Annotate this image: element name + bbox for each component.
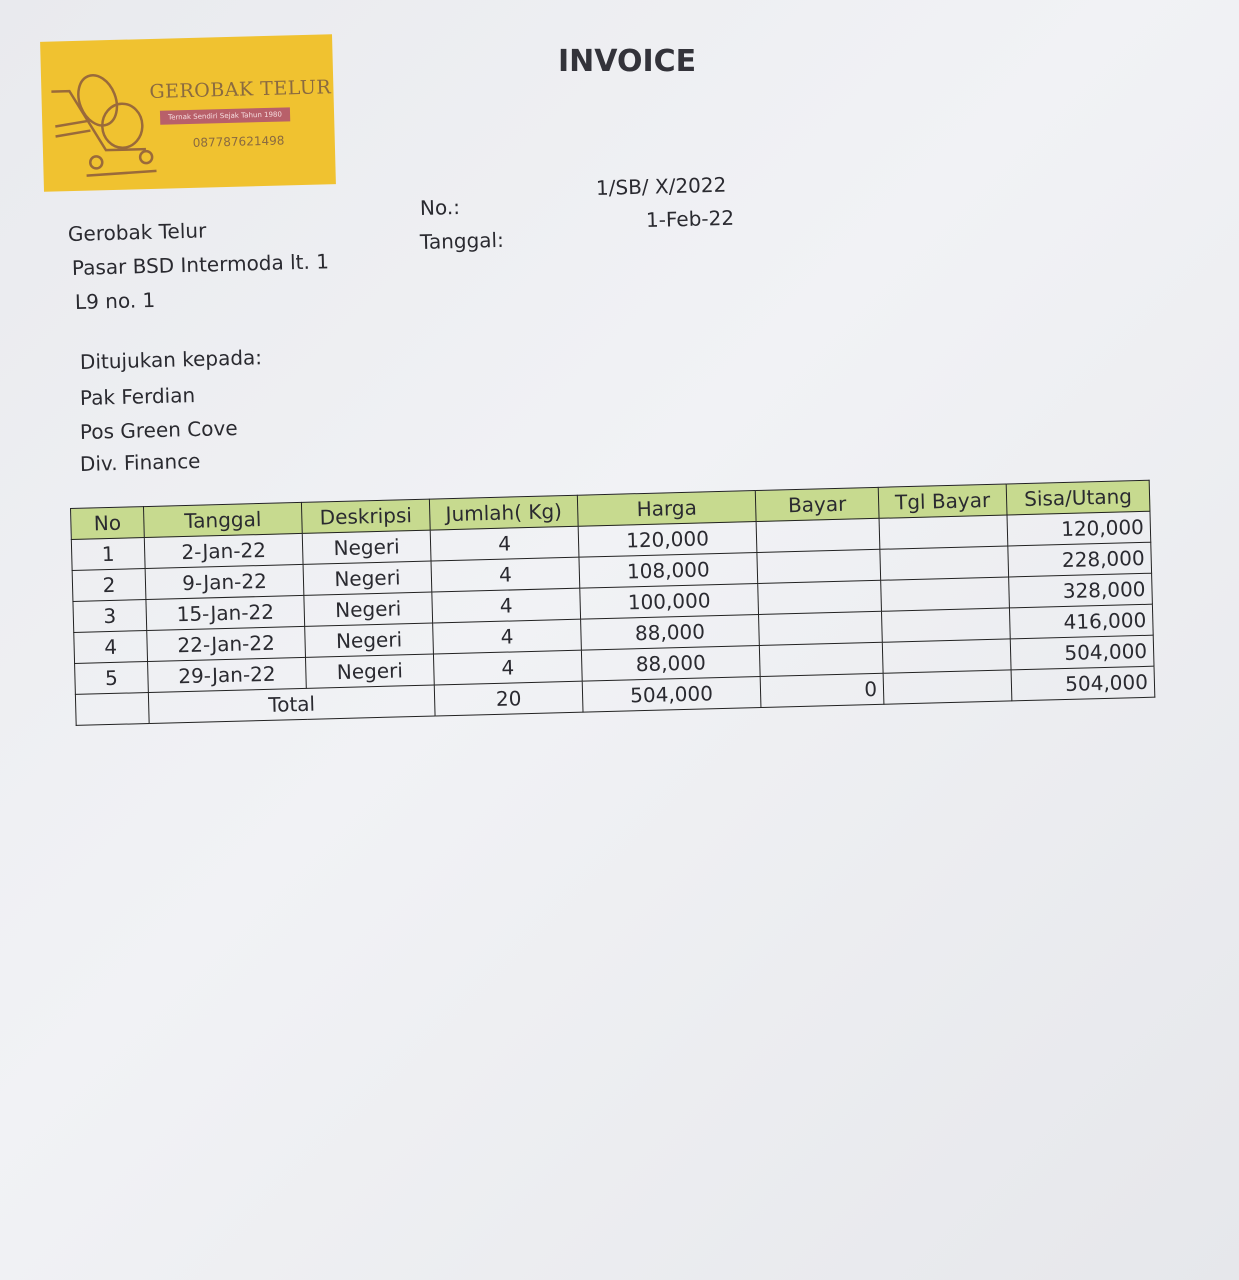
cell-bayar — [759, 642, 884, 677]
col-bayar: Bayar — [755, 487, 880, 522]
cell-tanggal: 29-Jan-22 — [147, 657, 307, 693]
col-harga: Harga — [577, 490, 757, 527]
logo-phone: 087787621498 — [192, 133, 285, 150]
logo-tagline: Ternak Sendiri Sejak Tahun 1980 — [159, 107, 291, 125]
cell-bayar — [756, 518, 880, 553]
recipient-name: Pak Ferdian — [79, 382, 196, 410]
logo-name: GEROBAK TELUR — [149, 76, 332, 103]
cell-tgl-bayar — [880, 576, 1010, 612]
cell-no: 4 — [73, 630, 148, 664]
cell-harga: 88,000 — [580, 614, 760, 651]
sender-address-2: L9 no. 1 — [74, 287, 156, 314]
col-deskripsi: Deskripsi — [301, 499, 431, 534]
cell-deskripsi: Negeri — [304, 623, 434, 658]
cell-jumlah: 4 — [432, 619, 582, 655]
cell-jumlah: 4 — [430, 526, 579, 562]
cell-tgl-bayar — [879, 545, 1009, 581]
recipient-company: Pos Green Cove — [79, 415, 238, 444]
cell-bayar — [757, 580, 882, 615]
cell-harga: 108,000 — [578, 552, 758, 589]
total-harga: 504,000 — [582, 676, 761, 713]
cell-no: 5 — [74, 661, 149, 695]
cell-no: 3 — [72, 599, 147, 633]
cell-sisa: 120,000 — [1007, 511, 1151, 546]
cell-harga: 120,000 — [578, 521, 757, 558]
cell-bayar — [758, 611, 883, 646]
col-no: No — [70, 506, 145, 540]
cell-tanggal: 22-Jan-22 — [146, 626, 306, 662]
recipient-label: Ditujukan kepada: — [79, 345, 263, 374]
cell-jumlah: 4 — [431, 557, 580, 593]
cell-deskripsi: Negeri — [305, 654, 435, 689]
cell-tanggal: 2-Jan-22 — [144, 533, 304, 569]
cell-tanggal: 9-Jan-22 — [145, 564, 304, 600]
cell-sisa: 328,000 — [1008, 573, 1153, 608]
col-jumlah: Jumlah( Kg) — [429, 495, 579, 531]
invoice-date-value: 1-Feb-22 — [645, 205, 735, 232]
invoice-no-label: No.: — [419, 194, 461, 220]
cell-deskripsi: Negeri — [302, 530, 432, 565]
cell-deskripsi: Negeri — [303, 561, 432, 596]
cell-jumlah: 4 — [431, 588, 581, 624]
cell-tgl-bayar — [881, 607, 1011, 643]
total-label: Total — [148, 685, 436, 724]
company-logo: GEROBAK TELUR Ternak Sendiri Sejak Tahun… — [40, 34, 336, 192]
cell-bayar — [756, 549, 881, 584]
invoice-no-value: 1/SB/ X/2022 — [595, 172, 727, 200]
cell-deskripsi: Negeri — [303, 592, 433, 627]
total-jumlah: 20 — [434, 681, 584, 717]
invoice-table: No Tanggal Deskripsi Jumlah( Kg) Harga B… — [70, 480, 1155, 726]
cell-tanggal: 15-Jan-22 — [145, 595, 305, 631]
sender-name: Gerobak Telur — [67, 218, 207, 246]
cell-tgl-bayar — [879, 514, 1008, 550]
col-tgl-bayar: Tgl Bayar — [878, 483, 1008, 519]
egg-cart-icon — [51, 74, 157, 177]
cell-sisa: 228,000 — [1007, 542, 1152, 577]
cell-sisa: 416,000 — [1009, 604, 1154, 639]
col-tanggal: Tanggal — [143, 502, 303, 538]
sender-address-1: Pasar BSD Intermoda lt. 1 — [71, 249, 330, 280]
cell-tgl-bayar — [882, 638, 1012, 674]
invoice-date-label: Tanggal: — [419, 227, 505, 254]
total-sisa: 504,000 — [1011, 666, 1155, 701]
cell-harga: 88,000 — [581, 645, 761, 682]
cell-sisa: 504,000 — [1010, 635, 1155, 670]
cell-no: 2 — [72, 568, 146, 602]
cell-jumlah: 4 — [433, 650, 583, 686]
cell-no: 1 — [71, 537, 146, 571]
invoice-title: INVOICE — [558, 44, 697, 79]
recipient-division: Div. Finance — [79, 448, 201, 476]
col-sisa: Sisa/Utang — [1006, 480, 1150, 515]
total-bayar: 0 — [760, 673, 884, 708]
cell-harga: 100,000 — [579, 583, 759, 620]
